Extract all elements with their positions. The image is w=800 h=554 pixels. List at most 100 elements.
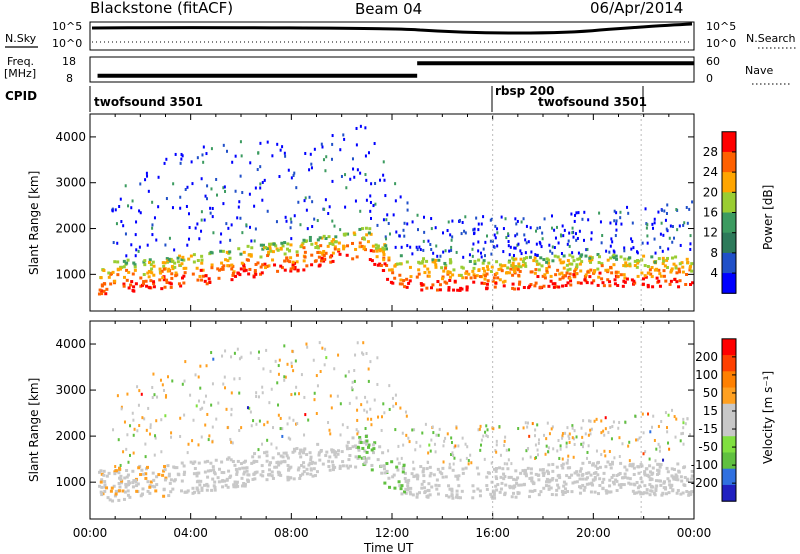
scatter-cell (483, 274, 487, 278)
scatter-cell (486, 435, 489, 439)
scatter-cell (680, 432, 683, 436)
scatter-cell (176, 260, 180, 264)
scatter-cell (612, 482, 616, 486)
scatter-cell (286, 362, 289, 366)
scatter-cell (645, 226, 648, 230)
scatter-cell (266, 420, 269, 424)
scatter-cell (444, 266, 448, 270)
scatter-cell (380, 428, 383, 432)
scatter-cell (623, 276, 627, 280)
scatter-cell (548, 479, 552, 483)
scatter-cell (235, 480, 239, 484)
scatter-cell (543, 433, 546, 437)
scatter-cell (493, 273, 497, 277)
scatter-cell (126, 489, 130, 493)
scatter-cell (299, 455, 303, 459)
scatter-cell (232, 483, 236, 487)
scatter-cell (589, 473, 593, 477)
scatter-cell (183, 470, 187, 474)
scatter-cell (555, 488, 559, 492)
scatter-cell (641, 277, 645, 281)
scatter-cell (524, 421, 527, 425)
scatter-cell (631, 239, 634, 243)
scatter-cell (172, 182, 175, 186)
scatter-cell (427, 270, 431, 274)
scatter-cell (473, 276, 477, 280)
scatter-cell (276, 142, 279, 146)
scatter-cell (589, 268, 593, 272)
scatter-cell (239, 462, 243, 466)
scatter-cell (425, 259, 429, 263)
scatter-cell (369, 232, 373, 236)
scatter-cell (587, 471, 591, 475)
scatter-cell (259, 255, 263, 259)
scatter-cell (664, 279, 668, 283)
scatter-cell (516, 243, 519, 247)
scatter-cell (133, 263, 137, 267)
scatter-cell (411, 220, 414, 224)
scatter-cell (586, 450, 589, 454)
scatter-cell (389, 280, 393, 284)
scatter-cell (183, 413, 186, 417)
scatter-cell (289, 217, 292, 221)
scatter-cell (210, 187, 213, 191)
scatter-cell (261, 243, 265, 247)
scatter-cell (422, 239, 425, 243)
scatter-cell (330, 460, 334, 464)
freq-segment-2 (417, 61, 694, 66)
scatter-cell (654, 479, 658, 483)
scatter-cell (452, 462, 455, 466)
scatter-cell (604, 268, 608, 272)
scatter-cell (146, 243, 149, 247)
scatter-cell (231, 271, 235, 275)
scatter-cell (365, 178, 368, 182)
scatter-cell (252, 419, 255, 423)
freq-segment-1 (97, 73, 418, 78)
scatter-cell (143, 417, 146, 421)
scatter-cell (275, 461, 279, 465)
scatter-cell (648, 478, 652, 482)
scatter-cell (187, 442, 190, 446)
colorbar-swatch (722, 436, 736, 453)
scatter-cell (242, 250, 246, 254)
scatter-cell (331, 134, 334, 138)
scatter-cell (626, 476, 630, 480)
scatter-cell (427, 482, 431, 486)
scatter-cell (180, 479, 184, 483)
scatter-cell (137, 403, 140, 407)
scatter-cell (415, 275, 419, 279)
scatter-cell (365, 439, 369, 443)
scatter-cell (222, 471, 226, 475)
scatter-cell (261, 180, 264, 184)
scatter-cell (275, 465, 279, 469)
scatter-cell (171, 259, 175, 263)
scatter-cell (609, 221, 612, 225)
scatter-cell (171, 267, 175, 271)
scatter-cell (104, 292, 108, 296)
scatter-cell (287, 249, 291, 253)
scatter-cell (400, 492, 404, 496)
scatter-cell (405, 433, 408, 437)
scatter-cell (568, 262, 572, 266)
scatter-cell (360, 456, 364, 460)
scatter-cell (229, 458, 233, 462)
scatter-cell (650, 477, 654, 481)
scatter-cell (146, 271, 150, 275)
scatter-cell (126, 433, 129, 437)
scatter-cell (370, 448, 374, 452)
scatter-cell (295, 447, 299, 451)
scatter-cell (545, 437, 548, 441)
scatter-cell (325, 356, 328, 360)
scatter-cell (230, 278, 234, 282)
scatter-cell (500, 481, 504, 485)
scatter-cell (534, 443, 537, 447)
scatter-cell (127, 286, 131, 290)
scatter-cell (289, 243, 293, 247)
scatter-cell (536, 423, 539, 427)
scatter-cell (675, 491, 679, 495)
scatter-cell (536, 275, 540, 279)
scatter-cell (292, 418, 295, 422)
scatter-cell (123, 490, 127, 494)
scatter-cell (155, 475, 159, 479)
